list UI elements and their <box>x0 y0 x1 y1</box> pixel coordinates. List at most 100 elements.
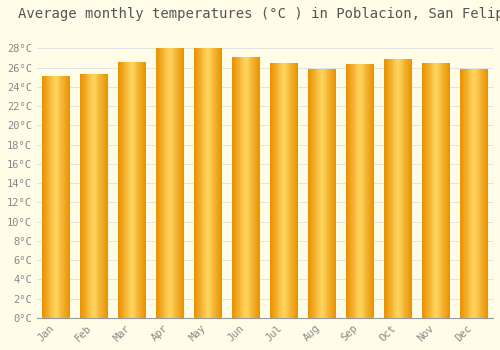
Bar <box>278 63 280 318</box>
Bar <box>64 76 65 318</box>
Bar <box>105 74 106 318</box>
Bar <box>482 70 483 318</box>
Bar <box>472 70 473 318</box>
Bar <box>48 76 50 318</box>
Bar <box>434 63 435 318</box>
Bar <box>159 48 160 318</box>
Bar <box>470 70 472 318</box>
Bar <box>384 59 386 318</box>
Bar <box>359 64 360 318</box>
Bar <box>216 48 217 318</box>
Bar <box>392 59 394 318</box>
Bar <box>385 59 386 318</box>
Bar <box>320 69 321 318</box>
Bar <box>346 64 347 318</box>
Bar <box>478 70 480 318</box>
Bar <box>237 57 238 318</box>
Bar <box>215 48 216 318</box>
Bar <box>54 76 55 318</box>
Bar <box>480 70 482 318</box>
Bar <box>198 48 199 318</box>
Bar <box>162 48 164 318</box>
Bar <box>357 64 358 318</box>
Bar <box>86 74 88 318</box>
Bar <box>475 70 476 318</box>
Bar <box>347 64 348 318</box>
Bar <box>139 62 140 318</box>
Bar <box>101 74 102 318</box>
Bar <box>181 48 182 318</box>
Bar <box>316 69 318 318</box>
Bar <box>50 76 51 318</box>
Bar <box>313 69 314 318</box>
Bar <box>444 63 445 318</box>
Bar <box>82 74 83 318</box>
Bar <box>94 74 95 318</box>
Bar <box>442 63 444 318</box>
Bar <box>243 57 244 318</box>
Bar <box>93 74 94 318</box>
Bar <box>212 48 214 318</box>
Bar <box>62 76 63 318</box>
Bar <box>43 76 44 318</box>
Bar <box>428 63 429 318</box>
Bar <box>354 64 356 318</box>
Bar <box>349 64 350 318</box>
Bar <box>169 48 170 318</box>
Bar <box>448 63 449 318</box>
Bar <box>332 69 333 318</box>
Bar <box>179 48 180 318</box>
Bar <box>318 69 320 318</box>
Bar <box>328 69 330 318</box>
Bar <box>199 48 200 318</box>
Bar <box>96 74 98 318</box>
Bar <box>400 59 402 318</box>
Bar <box>477 70 478 318</box>
Bar <box>98 74 100 318</box>
Bar <box>240 57 242 318</box>
Bar <box>484 70 485 318</box>
Bar <box>161 48 162 318</box>
Bar <box>435 63 436 318</box>
Bar <box>406 59 407 318</box>
Bar <box>323 69 324 318</box>
Bar <box>440 63 442 318</box>
Bar <box>368 64 369 318</box>
Bar <box>84 74 86 318</box>
Bar <box>330 69 331 318</box>
Bar <box>271 63 272 318</box>
Bar <box>232 57 233 318</box>
Bar <box>296 63 298 318</box>
Bar <box>128 62 129 318</box>
Bar <box>319 69 320 318</box>
Bar <box>408 59 409 318</box>
Bar <box>283 63 284 318</box>
Bar <box>276 63 278 318</box>
Bar <box>121 62 122 318</box>
Bar <box>42 76 43 318</box>
Bar <box>427 63 428 318</box>
Bar <box>66 76 67 318</box>
Bar <box>233 57 234 318</box>
Bar <box>209 48 210 318</box>
Bar <box>53 76 54 318</box>
Bar <box>205 48 206 318</box>
Bar <box>396 59 397 318</box>
Bar <box>390 59 392 318</box>
Bar <box>46 76 48 318</box>
Bar <box>176 48 177 318</box>
Bar <box>141 62 142 318</box>
Bar <box>133 62 134 318</box>
Bar <box>44 76 45 318</box>
Bar <box>178 48 179 318</box>
Bar <box>449 63 450 318</box>
Bar <box>296 63 297 318</box>
Bar <box>206 48 207 318</box>
Bar <box>362 64 363 318</box>
Bar <box>275 63 276 318</box>
Bar <box>219 48 220 318</box>
Bar <box>310 69 311 318</box>
Bar <box>247 57 248 318</box>
Bar <box>207 48 208 318</box>
Bar <box>144 62 146 318</box>
